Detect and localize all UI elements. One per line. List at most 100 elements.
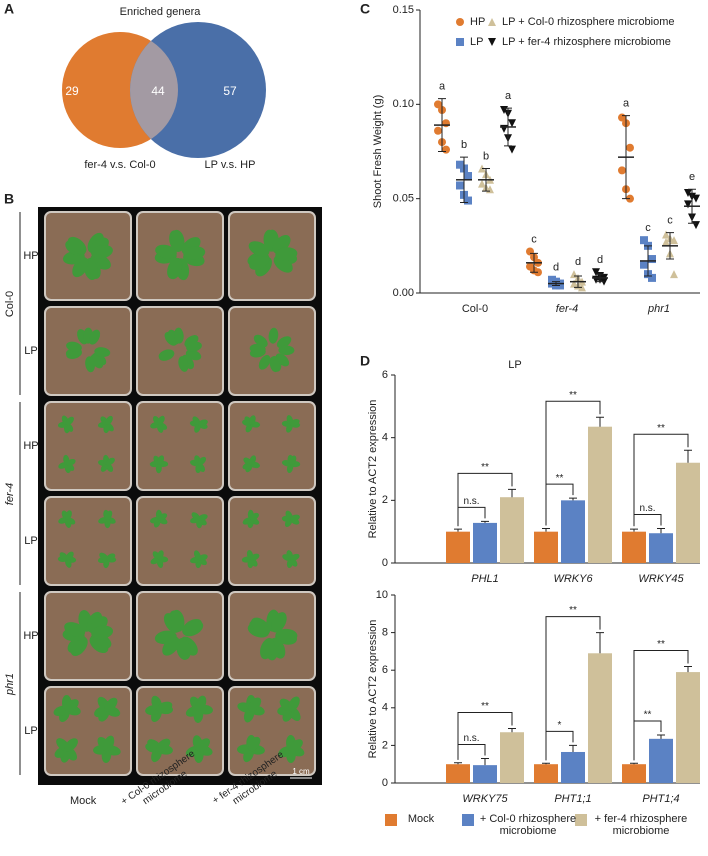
point xyxy=(692,194,700,203)
leaf xyxy=(66,341,82,352)
leaf xyxy=(156,738,171,752)
x-tick-label: PHT1;4 xyxy=(642,793,679,805)
point xyxy=(488,18,496,26)
point xyxy=(692,221,700,230)
bar xyxy=(649,533,673,563)
y-tick-label: 2 xyxy=(382,494,388,506)
x-tick-label: PHT1;1 xyxy=(554,793,591,805)
significance-bracket xyxy=(633,514,662,527)
legend-label: + fer-4 rhizosphere microbiome xyxy=(594,813,688,837)
bar xyxy=(473,522,497,563)
bar xyxy=(561,751,585,783)
error-bar xyxy=(454,762,462,765)
leaf xyxy=(250,512,259,521)
leaf xyxy=(176,638,191,660)
x-tick-label: WRKY6 xyxy=(553,573,593,585)
error-bar xyxy=(630,762,638,765)
leaf xyxy=(159,350,175,361)
leaf xyxy=(85,356,95,373)
error-bar xyxy=(666,232,674,260)
leaf xyxy=(64,738,78,752)
significance-bracket xyxy=(457,472,513,527)
point xyxy=(456,18,464,26)
y-tick-label: 8 xyxy=(382,627,388,639)
point xyxy=(508,145,516,154)
bar xyxy=(588,653,612,783)
error-bar xyxy=(630,528,638,532)
y-axis-label: Shoot Fresh Weight (g) xyxy=(372,95,384,209)
leaf xyxy=(289,455,297,465)
significance-label: ** xyxy=(644,710,652,721)
point xyxy=(456,181,464,190)
x-tick-label: WRKY45 xyxy=(638,573,684,585)
point xyxy=(684,189,692,198)
error-bar xyxy=(438,98,446,152)
y-axis-label: Relative to ACT2 expression xyxy=(367,620,379,759)
significance-label: n.s. xyxy=(463,733,479,744)
leaf xyxy=(157,415,165,425)
leaf xyxy=(290,514,300,522)
significance-label: ** xyxy=(569,605,577,616)
y-tick-label: 6 xyxy=(382,369,388,381)
point xyxy=(500,124,508,133)
chart-title: LP xyxy=(508,359,521,371)
point xyxy=(618,166,626,175)
condition-label: LP xyxy=(24,725,37,737)
significance-bracket xyxy=(633,649,689,761)
genotype-label: phr1 xyxy=(4,673,16,696)
error-bar xyxy=(508,488,516,498)
leaf xyxy=(89,635,109,654)
point xyxy=(662,230,670,239)
significance-label: n.s. xyxy=(639,503,655,514)
leaf xyxy=(196,738,210,752)
bar xyxy=(622,764,646,783)
leaf xyxy=(170,609,185,632)
point xyxy=(670,270,678,279)
pot xyxy=(136,591,224,681)
significance-label: ** xyxy=(657,423,665,434)
leaf xyxy=(64,699,79,712)
significance-letter: b xyxy=(461,139,467,151)
significance-label: ** xyxy=(481,701,489,712)
venn-count: 44 xyxy=(151,84,165,98)
panel-label: C xyxy=(360,1,370,17)
error-bar xyxy=(542,762,550,765)
treatment-label: Mock xyxy=(70,795,97,807)
leaf xyxy=(105,510,113,520)
x-tick-label: PHL1 xyxy=(471,573,499,585)
point xyxy=(508,119,516,128)
error-bar xyxy=(460,156,468,203)
panel-label: B xyxy=(4,191,14,207)
leaf xyxy=(91,245,113,259)
x-tick-label: Col-0 xyxy=(462,303,488,315)
y-tick-label: 2 xyxy=(382,739,388,751)
significance-label: ** xyxy=(569,390,577,401)
genotype-label: Col-0 xyxy=(4,291,16,317)
leaf xyxy=(249,455,256,465)
leaf xyxy=(260,637,275,660)
leaf xyxy=(67,236,87,255)
leaf xyxy=(251,617,271,635)
leaf xyxy=(104,697,118,712)
error-bar xyxy=(684,449,692,463)
point xyxy=(670,236,678,245)
leaf xyxy=(155,244,177,259)
y-tick-label: 0 xyxy=(382,557,388,569)
bar xyxy=(446,531,470,563)
pot xyxy=(228,306,316,396)
point xyxy=(442,145,450,154)
point xyxy=(626,143,634,152)
condition-label: HP xyxy=(23,440,38,452)
leaf xyxy=(157,550,164,560)
leaf xyxy=(278,345,295,356)
leaf xyxy=(88,329,101,345)
leaf xyxy=(158,513,168,521)
x-tick-label: phr1 xyxy=(647,303,670,315)
significance-letter: c xyxy=(531,233,537,245)
venn-label: fer-4 v.s. Col-0 xyxy=(84,159,155,171)
significance-letter: c xyxy=(667,215,673,227)
pot xyxy=(44,496,132,586)
y-tick-label: 0.00 xyxy=(393,287,414,299)
legend-label: HP xyxy=(470,16,485,28)
